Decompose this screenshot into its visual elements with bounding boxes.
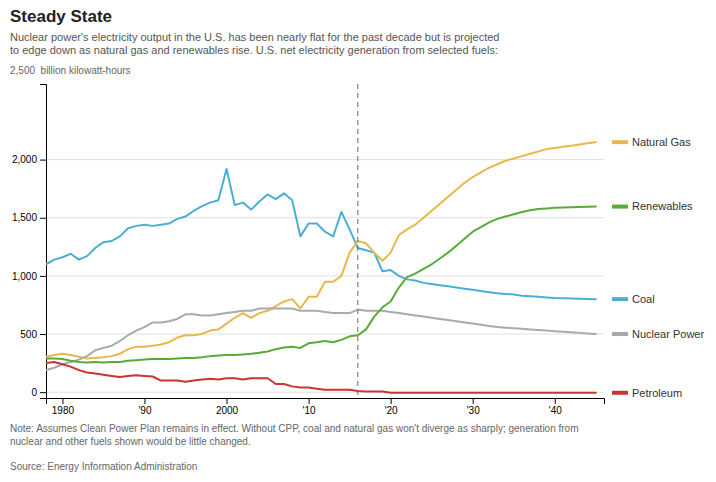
grid-line <box>46 275 604 276</box>
legend-item: Natural Gas <box>612 136 691 148</box>
title: Steady State <box>10 7 112 26</box>
legend: Coal Natural Gas Nuclear Power Petroleum Ren… <box>612 136 704 399</box>
x-tick: '40 <box>549 398 562 416</box>
y-axis: 0 500 1,000 1,500 2,000 <box>12 85 47 399</box>
x-tick-label: '20 <box>385 405 398 416</box>
title-line: Steady State <box>10 7 112 26</box>
x-tick-mark <box>473 398 474 404</box>
chart-container: Steady State Nuclear power's electricity … <box>0 0 716 482</box>
series-line <box>46 142 596 358</box>
y-tick: 2,000 <box>12 154 46 165</box>
y-tick-mark <box>40 392 46 393</box>
x-tick-label: 2000 <box>216 405 239 416</box>
y-tick: 1,500 <box>12 212 46 223</box>
x-tick: '10 <box>303 398 316 416</box>
note-line: Note: Assumes Clean Power Plan remains i… <box>10 423 579 434</box>
reference-line <box>357 84 358 398</box>
plot-area: 0 500 1,000 1,500 2,000 1980 '90 2000 '10 '20 '30 '… <box>12 84 705 416</box>
legend-swatch <box>612 391 628 395</box>
y-tick-label: 0 <box>31 387 37 398</box>
x-tick-mark <box>309 398 310 404</box>
x-tick-label: '40 <box>549 405 562 416</box>
x-tick: '90 <box>138 398 151 416</box>
x-axis: 1980 '90 2000 '10 '20 '30 '40 <box>47 398 605 416</box>
x-tick: '20 <box>385 398 398 416</box>
subtitle: Nuclear power's electricity output in th… <box>10 31 503 56</box>
y-tick-mark <box>40 276 46 277</box>
series-line <box>46 169 596 299</box>
legend-label: Coal <box>632 293 655 305</box>
y-tick-label: 1,500 <box>12 212 37 223</box>
x-tick: '30 <box>467 398 480 416</box>
x-tick-label: '10 <box>303 405 316 416</box>
legend-item: Nuclear Power <box>612 328 704 340</box>
source: Source: Energy Information Administratio… <box>10 461 197 472</box>
y-tick-label: 1,000 <box>12 271 37 282</box>
subtitle-line: to edge down as natural gas and renewabl… <box>10 44 498 56</box>
y-tick: 500 <box>20 329 46 340</box>
chart-svg: Steady State Nuclear power's electricity … <box>0 0 716 482</box>
grid-line <box>46 217 604 218</box>
legend-label: Renewables <box>632 200 693 212</box>
x-tick-mark <box>391 398 392 404</box>
x-tick: 2000 <box>216 398 239 416</box>
y-tick-mark <box>40 218 46 219</box>
series-line <box>46 207 596 363</box>
legend-swatch <box>612 297 628 301</box>
x-tick-mark <box>227 398 228 404</box>
y-tick-mark <box>40 334 46 335</box>
legend-item: Renewables <box>612 200 693 212</box>
lines <box>46 84 596 398</box>
note: Note: Assumes Clean Power Plan remains i… <box>10 423 581 447</box>
x-tick-mark <box>62 398 63 404</box>
legend-item: Petroleum <box>612 387 682 399</box>
legend-label: Nuclear Power <box>632 328 704 340</box>
legend-label: Petroleum <box>632 387 682 399</box>
y-tick: 1,000 <box>12 271 46 282</box>
x-tick-label: 1980 <box>52 405 75 416</box>
y-axis-line <box>40 85 47 399</box>
y-tick-label: 500 <box>20 329 37 340</box>
legend-label: Natural Gas <box>632 136 691 148</box>
grid-line <box>46 159 604 160</box>
x-tick-label: '30 <box>467 405 480 416</box>
x-tick-label: '90 <box>138 405 151 416</box>
legend-item: Coal <box>612 293 655 305</box>
y-axis-label: 2,500 billion kilowatt-hours <box>10 65 131 76</box>
x-tick-mark <box>144 398 145 404</box>
x-axis-line <box>47 399 605 405</box>
subtitle-line: Nuclear power's electricity output in th… <box>10 31 499 43</box>
series-line <box>46 362 596 393</box>
x-tick: 1980 <box>52 398 75 416</box>
x-tick-mark <box>555 398 556 404</box>
y-tick-mark <box>40 160 46 161</box>
legend-swatch <box>612 332 628 336</box>
legend-swatch <box>612 140 628 144</box>
y-tick-label: 2,000 <box>12 154 37 165</box>
legend-swatch <box>612 205 628 209</box>
y-tick: 0 <box>31 387 46 398</box>
grid <box>46 160 604 393</box>
note-line: nuclear and other fuels shown would be l… <box>10 436 251 447</box>
